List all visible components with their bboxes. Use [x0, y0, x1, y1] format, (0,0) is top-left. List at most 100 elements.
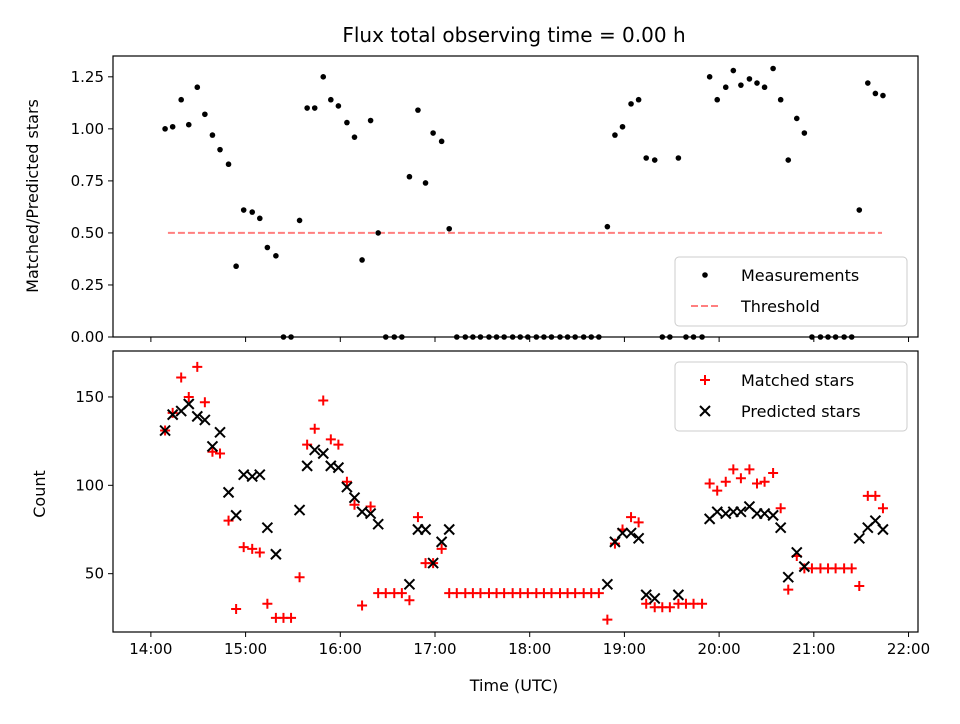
- predicted-star-point: [356, 506, 368, 518]
- matched-star-point: [735, 473, 746, 484]
- matched-star-point: [609, 538, 620, 549]
- measurement-point: [311, 105, 318, 111]
- predicted-star-point: [348, 491, 361, 504]
- matched-star-point: [697, 598, 708, 609]
- measurement-point: [856, 207, 863, 213]
- matched-star-point: [238, 542, 249, 553]
- measurement-point: [770, 65, 776, 72]
- predicted-star-point: [419, 523, 432, 536]
- measurement-point: [446, 225, 453, 232]
- predicted-star-point: [443, 523, 455, 536]
- matched-star-point: [870, 490, 881, 501]
- predicted-star-point: [798, 560, 811, 573]
- bottom-x-tick-label: 21:00: [792, 640, 835, 658]
- measurement-point: [880, 92, 886, 99]
- predicted-star-point: [877, 523, 889, 536]
- measurement-point: [706, 74, 713, 80]
- predicted-star-point: [261, 522, 274, 534]
- matched-star-point: [341, 476, 352, 487]
- matched-star-point: [641, 598, 652, 609]
- predicted-star-point: [309, 444, 321, 456]
- bottom-legend: Matched stars Predicted stars: [674, 361, 908, 432]
- bottom-y-tick-label: 100: [75, 476, 104, 494]
- predicted-star-point: [317, 447, 329, 460]
- top-plot-area: 0.00 0.25 0.50 0.75 1.00 1.25 Measurements Thre…: [71, 55, 919, 346]
- predicted-star-point: [364, 507, 377, 520]
- predicted-star-point: [711, 506, 723, 518]
- top-y-axis-label: Matched/Predicted stars: [23, 99, 42, 293]
- matched-star-point: [775, 503, 786, 514]
- matched-star-point: [318, 395, 329, 406]
- predicted-star-point: [616, 527, 629, 539]
- matched-star-point: [309, 423, 320, 434]
- predicted-star-point: [791, 546, 803, 559]
- matched-star-point: [396, 588, 407, 599]
- measurement-point: [249, 209, 256, 215]
- measurement-point: [194, 84, 201, 91]
- predicted-star-point: [341, 481, 353, 493]
- matched-star-point: [877, 503, 888, 514]
- measurement-point: [344, 119, 350, 126]
- matched-star-point: [325, 434, 336, 445]
- matched-star-point: [752, 478, 762, 489]
- predicted-star-point: [372, 518, 384, 530]
- matched-star-point: [744, 464, 755, 475]
- matched-star-point: [451, 588, 462, 599]
- predicted-star-point: [191, 410, 203, 423]
- matched-star-point: [633, 517, 644, 528]
- predicted-star-point: [767, 509, 779, 522]
- measurement-point: [612, 132, 618, 138]
- measurement-point: [185, 121, 192, 128]
- x-axis-label: Time (UTC): [469, 676, 558, 695]
- matched-star-point: [854, 581, 865, 592]
- matched-star-point: [846, 563, 857, 574]
- matched-star-point: [199, 397, 210, 408]
- measurement-point: [675, 155, 682, 161]
- measurement-point: [793, 115, 800, 122]
- matched-star-point: [183, 391, 194, 402]
- measurement-point: [438, 138, 445, 145]
- top-y-tick-label: 1.25: [71, 68, 104, 86]
- predicted-star-point: [206, 440, 219, 453]
- predicted-star-point: [782, 571, 794, 583]
- predicted-star-point: [403, 578, 416, 590]
- measurement-point: [801, 130, 808, 136]
- measurement-point: [320, 74, 327, 80]
- legend-matched-marker: [700, 375, 710, 385]
- bottom-x-tick-label: 14:00: [129, 640, 172, 658]
- predicted-star-point: [301, 460, 313, 472]
- measurement-point: [746, 76, 753, 82]
- matched-star-point: [333, 439, 344, 450]
- measurement-point: [604, 223, 611, 230]
- measurement-point: [375, 230, 381, 236]
- predicted-star-point: [625, 527, 637, 539]
- measurement-point: [651, 157, 658, 163]
- matched-star-point: [231, 604, 242, 615]
- bottom-x-tick-label: 20:00: [698, 640, 741, 658]
- measurement-point: [256, 215, 263, 222]
- matched-star-point: [247, 543, 258, 554]
- predicted-star-point: [230, 509, 242, 522]
- predicted-star-point: [332, 461, 345, 474]
- predicted-star-point: [214, 426, 226, 439]
- predicted-star-point: [159, 424, 171, 437]
- measurement-point: [422, 180, 429, 186]
- matched-star-point: [215, 448, 226, 459]
- measurement-point: [430, 130, 436, 136]
- predicted-star-point: [649, 592, 661, 605]
- matched-star-point: [294, 572, 305, 583]
- matched-star-point: [357, 600, 368, 611]
- top-legend-box: [674, 256, 908, 327]
- measurement-point: [217, 146, 223, 153]
- measurement-point: [714, 96, 721, 103]
- matched-star-point: [404, 595, 415, 606]
- measurement-point: [169, 123, 176, 130]
- measurement-point: [628, 101, 634, 107]
- measurement-point: [304, 105, 310, 111]
- measurement-point: [162, 126, 168, 132]
- matched-star-point: [704, 478, 715, 489]
- predicted-star-point: [601, 578, 614, 590]
- matched-star-point: [720, 476, 731, 487]
- bottom-x-tick-label: 17:00: [413, 640, 456, 658]
